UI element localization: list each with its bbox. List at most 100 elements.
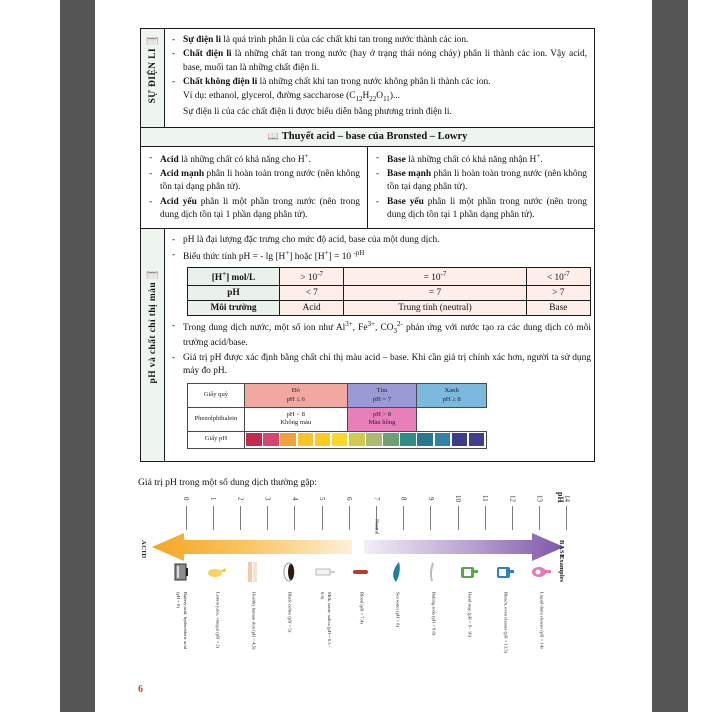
bronsted-acid-column: Acid là những chất có khả năng cho H+.Ac… [141,146,368,229]
table-cell: > 10-7 [278,267,345,287]
tick-label: 4 [290,496,299,501]
tick-line [185,506,187,530]
list-item: Acid mạnh phân li hoàn toàn trong nước (… [146,168,360,195]
tick-label: 5 [318,496,326,501]
left-edge-bar [60,0,95,712]
blood-icon [346,555,376,589]
scale-tick: 13 [533,492,547,530]
tick-label: 1 [209,496,218,501]
neutral-label: Neutral [373,519,380,535]
table-row: Môi trường Acid Trung tính (neutral) Base [187,300,592,317]
tick-label: 13 [535,495,544,502]
tick-label: 3 [263,496,272,501]
tick-line [267,506,269,530]
list-item: Chất điện li là những chất tan trong nướ… [169,48,587,75]
color-swatch [451,433,468,447]
example-caption: Black coffee (pH = 5) [287,592,293,633]
tick-line [566,506,568,530]
tab-su-dien-li: 📖 SỰ ĐIỆN LI [141,29,165,127]
list-ph-outro: Trong dung dịch nước, một số ion như Al3… [169,320,591,378]
tick-label: 9 [426,496,435,501]
table-cell: = 7 [343,285,527,302]
ph-scale-arrows: ACID BASE [138,532,578,562]
tick-label: 0 [182,496,190,501]
list-item: Base mạnh phân li hoàn toàn trong nước (… [373,168,587,195]
tick-line [239,506,241,530]
example-item: Lemon juice, vinegar (pH = 2) [202,555,232,654]
row-header: Giấy pH [187,430,245,449]
ph-scale-ticks: 0 1 2 3 4 5 6 7 Neutral 8 9 10 11 12 13 14 [138,492,578,535]
arrow-gradient-svg [152,533,564,561]
color-swatch [417,433,434,447]
scale-tick: 6 [342,492,356,530]
book-icon: 📖 [146,269,159,281]
example-item: Healthy human skin (pH = 4.5) [238,555,268,654]
scale-tick: 3 [261,492,275,530]
table-cell: < 10-7 [525,267,592,287]
bronsted-columns: Acid là những chất có khả năng cho H+.Ac… [141,146,594,230]
powder-icon [418,555,448,589]
example-caption: Bleach, oven cleaner (pH = 13.5) [503,592,509,654]
list-item: Sự điện li của các chất điện li được biể… [183,107,452,118]
tick-line [348,506,350,530]
content-box: 📖 SỰ ĐIỆN LI Sự điện li là quá trình phâ… [140,28,595,462]
example-caption: Blood (pH = 7.4) [359,592,365,624]
tick-line [539,506,541,530]
list-item: Acid là những chất có khả năng cho H+. [146,152,360,167]
section-bronsted-lowry: 📖 Thuyết acid – base của Bronsted – Lowry… [141,127,594,230]
wave-icon [382,555,412,589]
ph-scale-diagram: 0 1 2 3 4 5 6 7 Neutral 8 9 10 11 12 13 14 pH ACID BASE [138,492,578,572]
scale-tick: 5 [315,492,329,530]
list-item: Ví dụ: ethanol, glycerol, đường saccharo… [183,91,400,104]
color-swatch [366,433,382,447]
example-item: Blood (pH = 7.4) [346,555,376,654]
scale-tick: 14 [560,492,574,530]
list-item: Base là những chất có khả năng nhận H+. [373,152,587,167]
tick-line [484,506,486,530]
color-swatch [434,433,451,447]
scale-tick: 4 [288,492,302,530]
list-item: Trong dung dịch nước, một số ion như Al3… [169,320,591,350]
book-icon: 📖 [146,35,159,46]
tick-line [321,506,323,530]
tab-label-ph: pH và chất chỉ thị màu [147,282,158,384]
table-cell: = 10-7 [343,267,527,287]
list-item: Sự điện li là quá trình phân li của các … [169,34,587,48]
table-cell: pH < 8 Không màu [243,407,348,432]
color-swatch [400,433,416,447]
row-header: Môi trường [187,300,280,317]
color-swatch [468,433,485,447]
table-cell: Tím pH = 7 [346,383,418,409]
list-item: Giá trị pH được xác định bằng chất chỉ t… [169,352,591,379]
tick-line [212,506,214,530]
example-caption: Lemon juice, vinegar (pH = 2) [215,592,221,649]
acid-label: ACID [140,540,147,559]
indicator-color-table: Giấy quỳ Đỏ pH ≤ 6 Tím pH = 7 Xanh pH ≥ 8 Pheno… [187,383,488,449]
color-swatch [383,433,399,447]
table-cell: Base [525,300,592,317]
book-icon: 📖 [267,131,279,142]
table-row: pH < 7 = 7 > 7 [187,285,592,302]
list-item: Biểu thức tính pH = - lg [H+] hoặc [H+] … [169,249,591,264]
soap-bottle-icon [454,555,484,589]
scale-tick: 7 Neutral [369,492,383,535]
example-caption: Battery acid, hydrochloric acid (pH = 0) [176,592,188,649]
scale-tick: 9 [424,492,438,530]
table-row: Phenolphthalein pH < 8 Không màu pH > 8 Màu … [187,407,487,432]
tab-label-su-dien-li: SỰ ĐIỆN LI [147,48,158,104]
scale-tick: 11 [478,492,492,530]
tick-label: 7 [372,496,381,501]
example-caption: Baking soda (pH = 9.0) [431,592,437,636]
tick-label: 12 [508,495,517,502]
section-ph: 📖 pH và chất chỉ thị màu pH là đại lượng… [141,229,594,461]
example-item: Baking soda (pH = 9.0) [418,555,448,654]
lemon-icon [202,555,232,589]
tick-label: 10 [454,495,462,502]
example-item: Milk, urine, saliva (pH = 6.3 - 6.6) [310,555,340,654]
list-base: Base là những chất có khả năng nhận H+.B… [373,152,587,223]
right-edge-bar [652,0,688,712]
scale-tick: 1 [206,492,220,530]
examples-label: Examples [558,555,565,583]
example-caption: Healthy human skin (pH = 4.5) [251,592,257,650]
